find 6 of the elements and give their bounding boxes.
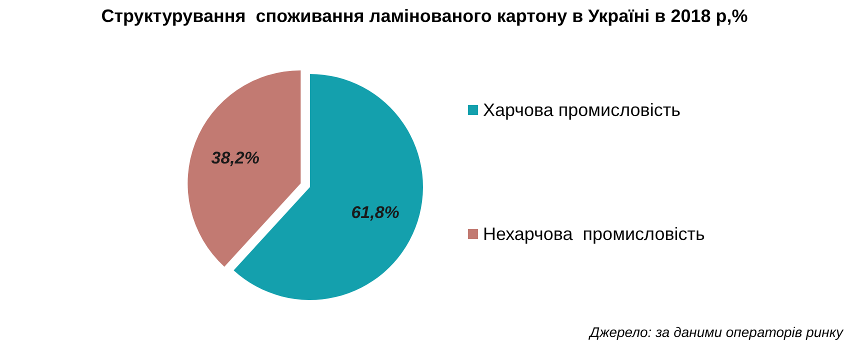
text: Джерело: за даними операторів ринку [590, 324, 843, 340]
chart-title: Структурування споживання ламінованого картону в Україні в 2018 р,% [100, 6, 749, 27]
legend-label: Нехарчова промисловість [483, 224, 705, 244]
data-label: 38,2% [211, 148, 260, 168]
data-label: 61,8% [351, 202, 400, 222]
legend-label: Харчова промисловість [483, 100, 680, 120]
